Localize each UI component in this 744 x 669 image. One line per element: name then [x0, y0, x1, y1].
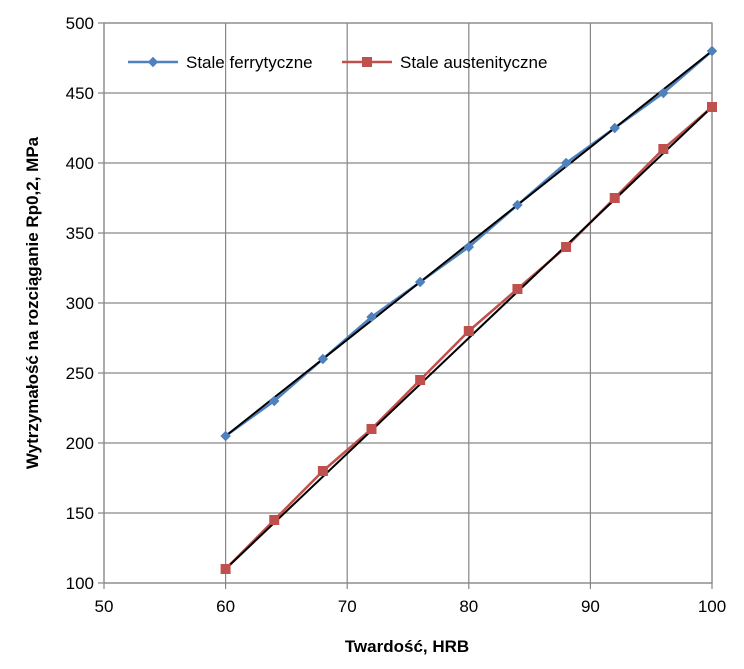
data-point-austenitic	[269, 515, 280, 525]
y-tick-label: 100	[66, 574, 94, 593]
x-tick-label: 80	[459, 597, 478, 616]
data-point-ferritic	[269, 395, 280, 407]
data-point-ferritic	[366, 311, 377, 323]
data-point-ferritic	[512, 199, 523, 211]
legend-item-austenitic: Stale austenityczne	[342, 53, 547, 72]
y-tick-label: 250	[66, 364, 94, 383]
series	[220, 45, 718, 574]
trendline-austenitic	[224, 106, 713, 570]
series-austenitic	[220, 102, 717, 574]
data-point-austenitic	[415, 375, 426, 385]
data-point-austenitic	[366, 424, 377, 434]
legend-item-ferritic: Stale ferrytyczne	[128, 53, 313, 72]
data-point-austenitic	[658, 144, 669, 154]
data-point-austenitic	[512, 284, 523, 294]
data-point-ferritic	[706, 45, 718, 57]
data-point-ferritic	[317, 353, 329, 365]
x-axis-title: Twardość, HRB	[345, 637, 469, 656]
series-ferritic	[220, 45, 718, 442]
data-point-ferritic	[560, 157, 572, 169]
legend-label-austenitic: Stale austenityczne	[400, 53, 547, 72]
data-point-austenitic	[463, 326, 474, 336]
y-tick-label: 300	[66, 294, 94, 313]
data-point-ferritic	[414, 276, 426, 288]
x-tick-label: 70	[338, 597, 357, 616]
data-point-ferritic	[658, 87, 669, 99]
x-tick-label: 60	[216, 597, 235, 616]
y-tick-label: 450	[66, 84, 94, 103]
axes: 100 150 200 250 300 350 400 450 500 50 60 70 80 90 100	[66, 14, 727, 616]
y-axis-title: Wytrzymałość na rozciąganie Rp0,2, MPa	[23, 136, 42, 469]
data-point-austenitic	[609, 193, 620, 203]
y-tick-label: 200	[66, 434, 94, 453]
grid	[103, 22, 713, 584]
y-tick-label: 350	[66, 224, 94, 243]
data-point-austenitic	[317, 466, 328, 476]
data-point-ferritic	[609, 122, 620, 134]
data-point-austenitic	[561, 242, 572, 252]
x-tick-label: 90	[581, 597, 600, 616]
data-point-ferritic	[463, 241, 475, 253]
legend: Stale ferrytyczne Stale austenityczne	[128, 53, 547, 72]
x-tick-label: 100	[698, 597, 726, 616]
y-tick-label: 150	[66, 504, 94, 523]
data-point-austenitic	[707, 102, 717, 112]
y-tick-label: 500	[66, 14, 94, 33]
y-tick-label: 400	[66, 154, 94, 173]
data-point-austenitic	[220, 564, 231, 574]
legend-marker-austenitic	[362, 57, 372, 67]
legend-label-ferritic: Stale ferrytyczne	[186, 53, 313, 72]
data-point-ferritic	[220, 430, 231, 442]
x-tick-label: 50	[95, 597, 114, 616]
legend-marker-ferritic	[147, 56, 159, 68]
